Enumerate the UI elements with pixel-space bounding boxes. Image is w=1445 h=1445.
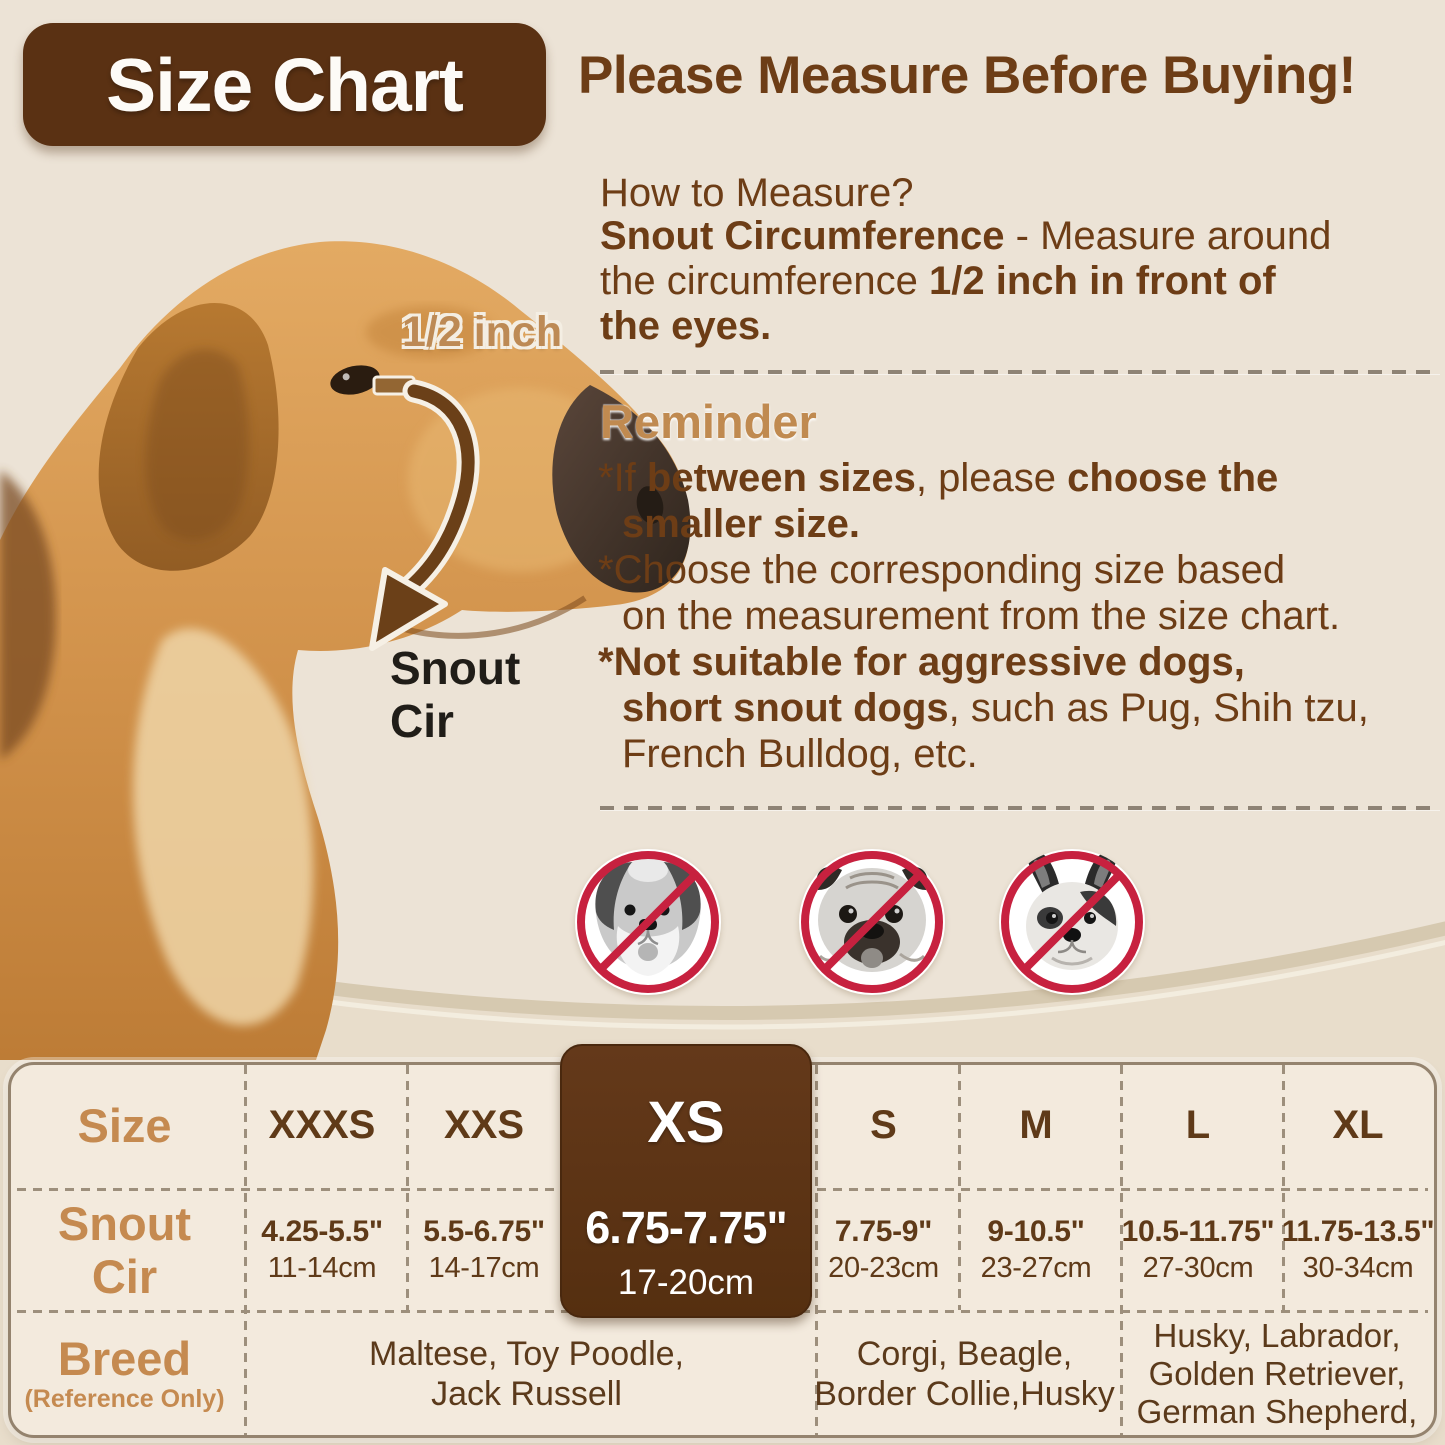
banned-shih-tzu xyxy=(575,849,721,995)
snout-cir-label: Snout Cir xyxy=(390,642,520,748)
snout-cir-xl: 11.75-13.5" 30-34cm xyxy=(1281,1215,1435,1284)
table-divider xyxy=(244,1065,247,1435)
snout-cir-label-line2: Cir xyxy=(390,695,454,747)
table-header-l: L xyxy=(1185,1102,1211,1147)
how-to-line3: the eyes. xyxy=(600,304,772,348)
dog-nostril xyxy=(636,486,664,524)
dog-eye xyxy=(330,365,380,395)
table-header-m: M xyxy=(1019,1102,1053,1147)
table-row-label-breed: Breed (Reference Only) xyxy=(24,1332,225,1414)
reminder-item1-line2: smaller size. xyxy=(622,502,860,546)
table-divider xyxy=(815,1065,818,1435)
snout-cir-l: 10.5-11.75" 27-30cm xyxy=(1121,1215,1275,1284)
how-to-question: How to Measure? xyxy=(600,171,914,215)
reminder-list: *If between sizes, please choose the sma… xyxy=(598,455,1445,777)
table-row-label-snout-cir: Snout Cir xyxy=(57,1197,192,1303)
snout-cir-xxxs: 4.25-5.5" 11-14cm xyxy=(261,1215,383,1284)
half-inch-label: 1/2 inch xyxy=(402,308,563,356)
prohibition-sign-icon xyxy=(801,851,943,993)
dog-nose xyxy=(552,385,691,593)
reminder-item3-line3: French Bulldog, etc. xyxy=(622,732,978,776)
prohibition-sign-icon xyxy=(577,851,719,993)
banned-french-bulldog xyxy=(999,849,1145,995)
snout-cir-label-line1: Snout xyxy=(390,642,521,694)
highlighted-xs-column: XS 6.75-7.75" 17-20cm xyxy=(560,1044,812,1318)
measure-arrow-icon xyxy=(369,379,480,651)
snout-cir-s: 7.75-9" 20-23cm xyxy=(828,1215,939,1284)
table-header-xxs: XXS xyxy=(443,1102,525,1147)
table-header-s: S xyxy=(870,1102,897,1147)
snout-cir-xxs: 5.5-6.75" 14-17cm xyxy=(423,1215,545,1284)
headline: Please Measure Before Buying! xyxy=(578,46,1356,105)
breed-group-large: Husky, Labrador, Golden Retriever, Germa… xyxy=(1136,1317,1418,1430)
dog-mouth-line xyxy=(399,595,587,639)
table-header-xl: XL xyxy=(1332,1102,1384,1147)
how-to-description: Snout Circumference - Measure around the… xyxy=(600,214,1445,349)
reminder-item3-line1: *Not suitable for aggressive dogs, xyxy=(598,640,1245,684)
breed-group-medium: Corgi, Beagle, Border Collie,Husky xyxy=(814,1335,1115,1413)
xs-snout-inches: 6.75-7.75" xyxy=(585,1202,788,1253)
dog-brow-shading xyxy=(366,306,494,358)
reminder-item2-line2: on the measurement from the size chart. xyxy=(622,594,1341,638)
table-divider xyxy=(1282,1065,1285,1310)
prohibition-sign-icon xyxy=(1001,851,1143,993)
dog-neck-shadow xyxy=(0,470,56,760)
dog-ear-inner-shading xyxy=(145,349,249,541)
xs-size-label: XS xyxy=(647,1090,725,1155)
breed-group-small: Maltese, Toy Poodle, Jack Russell xyxy=(369,1335,684,1413)
how-to-line2: the circumference 1/2 inch in front of xyxy=(600,259,1276,303)
size-chart-title-box: Size Chart xyxy=(23,23,546,146)
reminder-item2-line1: *Choose the corresponding size based xyxy=(598,548,1286,592)
table-divider xyxy=(406,1065,409,1310)
xs-snout-cm: 17-20cm xyxy=(617,1263,755,1302)
table-header-xxxs: XXXS xyxy=(268,1102,376,1147)
table-divider xyxy=(1120,1065,1123,1435)
banned-pug xyxy=(799,849,945,995)
reminder-item1-line1: *If between sizes, please choose the xyxy=(598,456,1279,500)
divider-dashed-top xyxy=(600,370,1440,374)
reminder-item3-line2: short snout dogs, such as Pug, Shih tzu, xyxy=(622,686,1369,730)
reminder-title: Reminder xyxy=(600,395,817,448)
how-to-line1: Snout Circumference - Measure around xyxy=(600,214,1332,258)
divider-dashed-bottom xyxy=(600,806,1440,810)
size-chart-title: Size Chart xyxy=(106,42,464,127)
dog-chest-fur xyxy=(133,628,314,1026)
dog-photo-illustration xyxy=(0,241,691,1060)
table-header-size: Size xyxy=(77,1098,172,1152)
snout-cir-m: 9-10.5" 23-27cm xyxy=(980,1215,1092,1284)
table-divider xyxy=(958,1065,961,1310)
